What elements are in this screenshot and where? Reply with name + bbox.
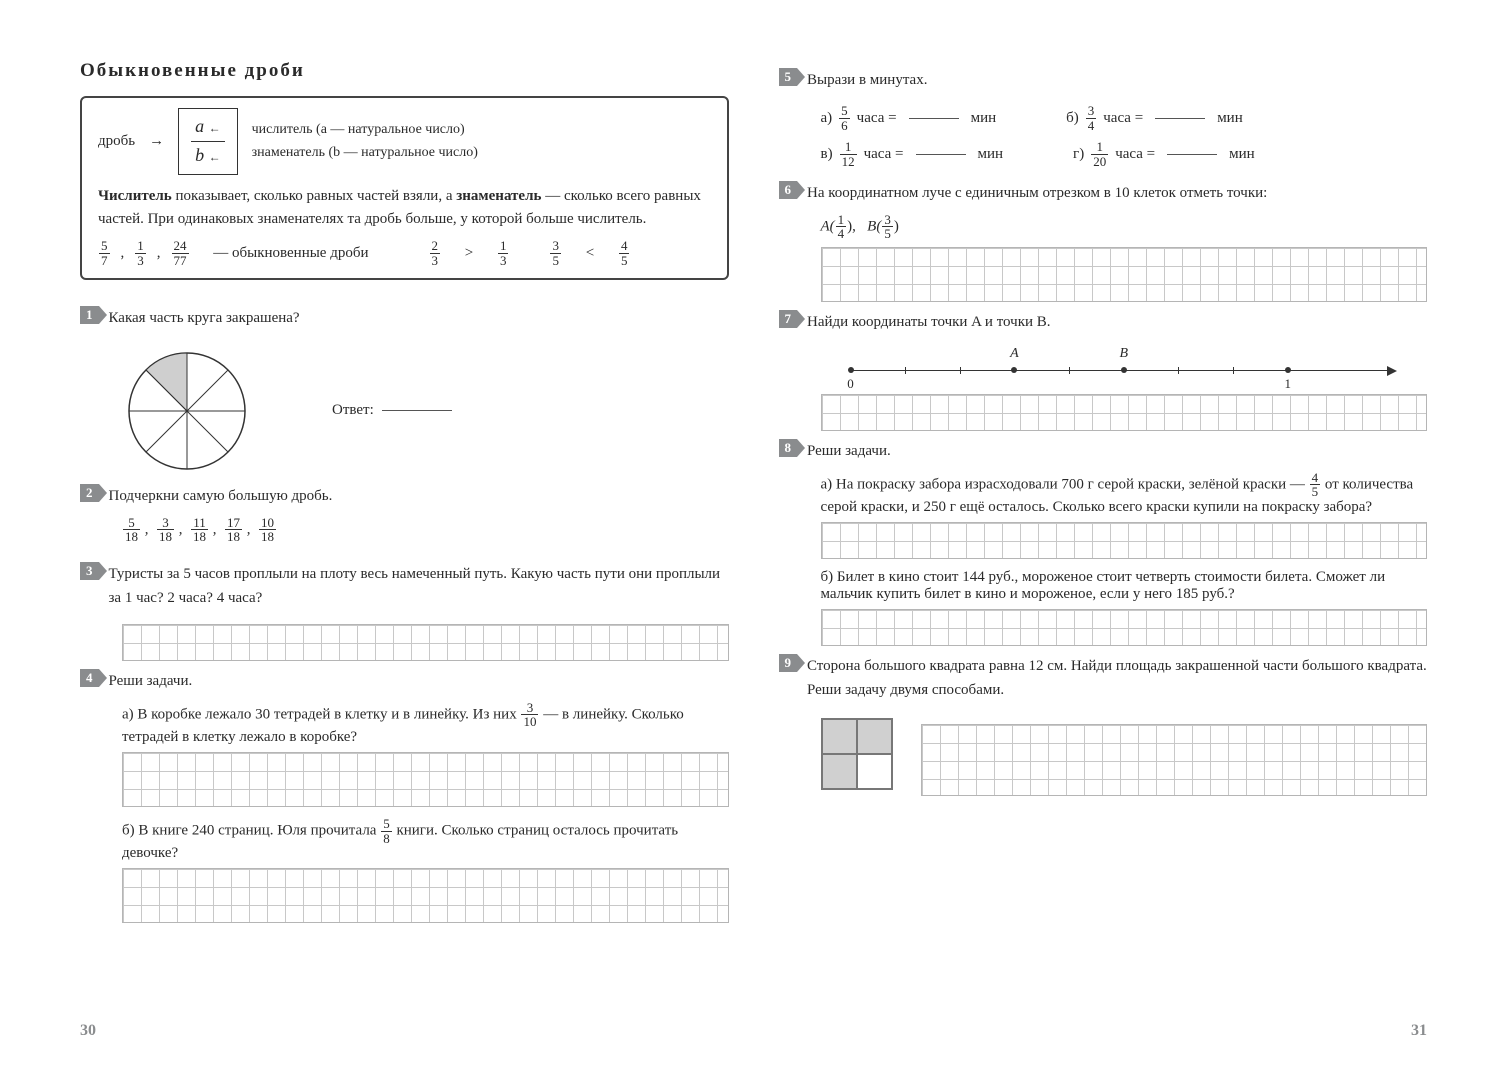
question-4: 4 Реши задачи. [80,669,729,693]
answer-grid[interactable] [821,394,1428,431]
theory-box: дробь → a ← b ← числитель (a — натуральн… [80,96,729,280]
page-left: Обыкновенные дроби дробь → a ← b ← числи… [80,60,729,1040]
page-number: 31 [779,1022,1428,1040]
question-8: 8 Реши задачи. [779,439,1428,463]
q8a: а) На покраску забора израсходовали 700 … [779,471,1428,559]
answer-grid[interactable] [821,609,1428,646]
question-2: 2 Подчеркни самую большую дробь. [80,484,729,508]
question-3: 3 Туристы за 5 часов проплыли на плоту в… [80,562,729,610]
arrow-right-icon: → [149,130,164,153]
page-title: Обыкновенные дроби [80,60,729,82]
pie-chart-icon [122,346,252,476]
drob-label: дробь [98,130,135,153]
answer-grid[interactable] [122,752,729,807]
question-9: 9 Сторона большого квадрата равна 12 см.… [779,654,1428,702]
q8b: б) Билет в кино стоит 144 руб., морожено… [779,569,1428,646]
answer-blank[interactable] [382,410,452,411]
answer-label: Ответ: [332,402,460,419]
q6-points: A(14), B(35) [779,213,1428,241]
square-diagram [821,718,893,790]
page-right: 5 Вырази в минутах. а) 56 часа =мин б) 3… [779,60,1428,1040]
q5d: г) 120 часа =мин [1073,140,1255,168]
theory-paragraph: Числитель Числитель показывает, сколько … [98,185,711,232]
fraction-symbol: a ← b ← [178,108,238,175]
fraction-part-labels: числитель (a — натуральное число) знамен… [252,118,478,166]
answer-grid[interactable] [122,868,729,923]
q5c: в) 112 часа =мин [821,140,1004,168]
answer-grid[interactable] [821,247,1428,302]
examples-row: 57, 13, 2477 — обыкновенные дроби 23 > 1… [98,239,711,267]
q5a: а) 56 часа =мин [821,104,997,132]
question-1: 1 Какая часть круга закрашена? [80,306,729,330]
arrow-right-icon [1387,366,1397,376]
q5b: б) 34 часа =мин [1066,104,1243,132]
number-line: 0 1 A B [851,348,1398,388]
answer-grid[interactable] [921,724,1428,796]
question-5: 5 Вырази в минутах. [779,68,1428,92]
page-number: 30 [80,1022,729,1040]
q4a: а) В коробке лежало 30 тетрадей в клетку… [80,701,729,807]
answer-grid[interactable] [821,522,1428,559]
answer-grid[interactable] [122,624,729,661]
question-7: 7 Найди координаты точки A и точки B. [779,310,1428,334]
fraction-list: 518 , 318 , 1118 , 1718 , 1018 [80,516,729,544]
question-number: 1 [80,306,99,324]
q4b: б) В книге 240 страниц. Юля прочитала 58… [80,817,729,923]
question-6: 6 На координатном луче с единичным отрез… [779,181,1428,205]
